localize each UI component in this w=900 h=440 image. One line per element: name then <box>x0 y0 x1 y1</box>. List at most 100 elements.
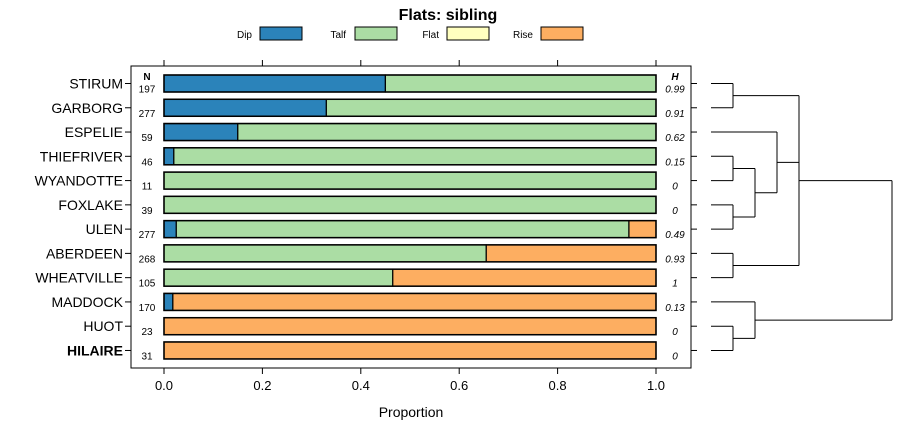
plot-panel <box>130 65 692 369</box>
bar-outline <box>163 171 657 190</box>
h-value: 0.93 <box>665 254 685 265</box>
n-value: 277 <box>139 230 156 241</box>
dendrogram <box>711 83 893 351</box>
bar-segment-dip <box>163 220 177 239</box>
category-label: ESPELIE <box>65 124 123 140</box>
legend-label-dip: Dip <box>237 30 252 41</box>
bar-outline <box>163 122 657 142</box>
bar-segment-rise <box>485 244 657 263</box>
bar-segment-talf <box>325 98 657 117</box>
x-axis: 0.0 0.2 0.4 0.6 0.8 1.0 <box>155 60 665 393</box>
bar-segment-talf <box>163 195 657 214</box>
bar-segment-talf <box>173 147 657 166</box>
category-label: WYANDOTTE <box>35 173 123 189</box>
n-value: 23 <box>141 327 153 338</box>
legend-label-rise: Rise <box>513 30 533 41</box>
h-value: 0 <box>672 206 678 217</box>
bar-rows: STIRUM 197 0.99 GARBORG 277 0.91 ESPELIE 59 0.62… <box>35 74 697 362</box>
bar-row-maddock: MADDOCK 170 0.13 <box>51 292 697 314</box>
bar-segment-rise <box>628 220 657 239</box>
chart-title: Flats: sibling <box>399 7 498 24</box>
n-value: 277 <box>139 109 156 120</box>
n-value: 268 <box>139 254 156 265</box>
bar-row-ulen: ULEN 277 0.49 <box>86 219 697 241</box>
n-value: 105 <box>139 279 156 290</box>
bar-segment-dip <box>163 147 175 166</box>
bar-segment-talf <box>384 74 657 93</box>
bar-outline <box>163 244 657 263</box>
bar-segment-rise <box>172 292 657 312</box>
bar-segment-dip <box>163 292 174 312</box>
category-label: ABERDEEN <box>46 245 123 261</box>
category-label: HUOT <box>83 318 123 334</box>
legend: Dip Talf Flat Rise <box>237 26 584 41</box>
category-label: GARBORG <box>51 100 123 116</box>
category-label: STIRUM <box>69 76 123 92</box>
x-tick-label: 1.0 <box>647 378 665 393</box>
bar-segment-talf <box>175 220 630 239</box>
bar-row-foxlake: FOXLAKE 39 0 <box>58 195 697 217</box>
category-label: THIEFRIVER <box>40 148 123 164</box>
bar-segment-talf <box>163 244 487 263</box>
legend-swatch-rise <box>540 26 584 41</box>
n-column-header: N <box>143 72 150 83</box>
bar-outline <box>163 98 657 118</box>
bar-segment-talf <box>163 171 657 190</box>
bar-outline <box>163 195 657 215</box>
h-value: 0 <box>672 351 678 362</box>
bar-outline <box>163 316 657 336</box>
bar-outline <box>163 341 657 360</box>
bar-outline <box>163 74 657 93</box>
bar-outline <box>163 268 657 287</box>
x-tick-label: 0.0 <box>155 378 173 393</box>
bar-row-hilaire: HILAIRE 31 0 <box>67 341 697 362</box>
h-value: 0 <box>672 182 678 193</box>
category-label: FOXLAKE <box>58 197 123 213</box>
legend-swatch-flat <box>446 26 490 41</box>
n-value: 31 <box>141 351 153 362</box>
h-value: 1 <box>672 279 678 290</box>
bar-outline <box>163 292 657 312</box>
h-value: 0.13 <box>665 303 685 314</box>
bar-segment-rise <box>163 317 657 336</box>
bar-segment-rise <box>392 268 657 287</box>
bar-segment-talf <box>237 122 657 142</box>
x-axis-label: Proportion <box>379 404 444 420</box>
n-value: 11 <box>142 182 153 193</box>
h-value: 0.99 <box>665 85 685 96</box>
bar-row-stirum: STIRUM 197 0.99 <box>69 74 697 96</box>
bar-row-wheatville: WHEATVILLE 105 1 <box>35 268 697 290</box>
h-value: 0.62 <box>665 133 685 144</box>
h-value: 0.15 <box>665 157 685 168</box>
bar-row-wyandotte: WYANDOTTE 11 0 <box>35 171 697 193</box>
bar-outline <box>163 219 657 239</box>
bar-segment-talf <box>163 268 394 287</box>
n-value: 170 <box>139 303 156 314</box>
category-label: ULEN <box>86 221 123 237</box>
legend-label-talf: Talf <box>330 30 346 41</box>
x-tick-label: 0.4 <box>352 378 370 393</box>
h-value: 0.91 <box>665 109 684 120</box>
bar-segment-dip <box>163 122 239 142</box>
bar-row-garborg: GARBORG 277 0.91 <box>51 98 697 120</box>
h-column-header: H <box>671 72 679 83</box>
x-tick-label: 0.8 <box>549 378 567 393</box>
legend-swatch-dip <box>259 26 303 41</box>
n-value: 197 <box>139 85 156 96</box>
legend-label-flat: Flat <box>422 30 439 41</box>
category-label: HILAIRE <box>67 342 123 358</box>
bar-segment-dip <box>163 98 327 117</box>
x-tick-label: 0.6 <box>450 378 468 393</box>
bar-segment-dip <box>163 74 386 93</box>
bar-row-thiefriver: THIEFRIVER 46 0.15 <box>40 147 697 168</box>
category-label: MADDOCK <box>51 294 123 310</box>
bar-row-huot: HUOT 23 0 <box>83 316 697 338</box>
bar-row-espelie: ESPELIE 59 0.62 <box>65 122 697 144</box>
n-value: 39 <box>141 206 153 217</box>
x-tick-label: 0.2 <box>253 378 271 393</box>
h-value: 0.49 <box>665 230 685 241</box>
bar-row-aberdeen: ABERDEEN 268 0.93 <box>46 244 697 265</box>
bar-segment-rise <box>163 341 657 360</box>
h-value: 0 <box>672 327 678 338</box>
